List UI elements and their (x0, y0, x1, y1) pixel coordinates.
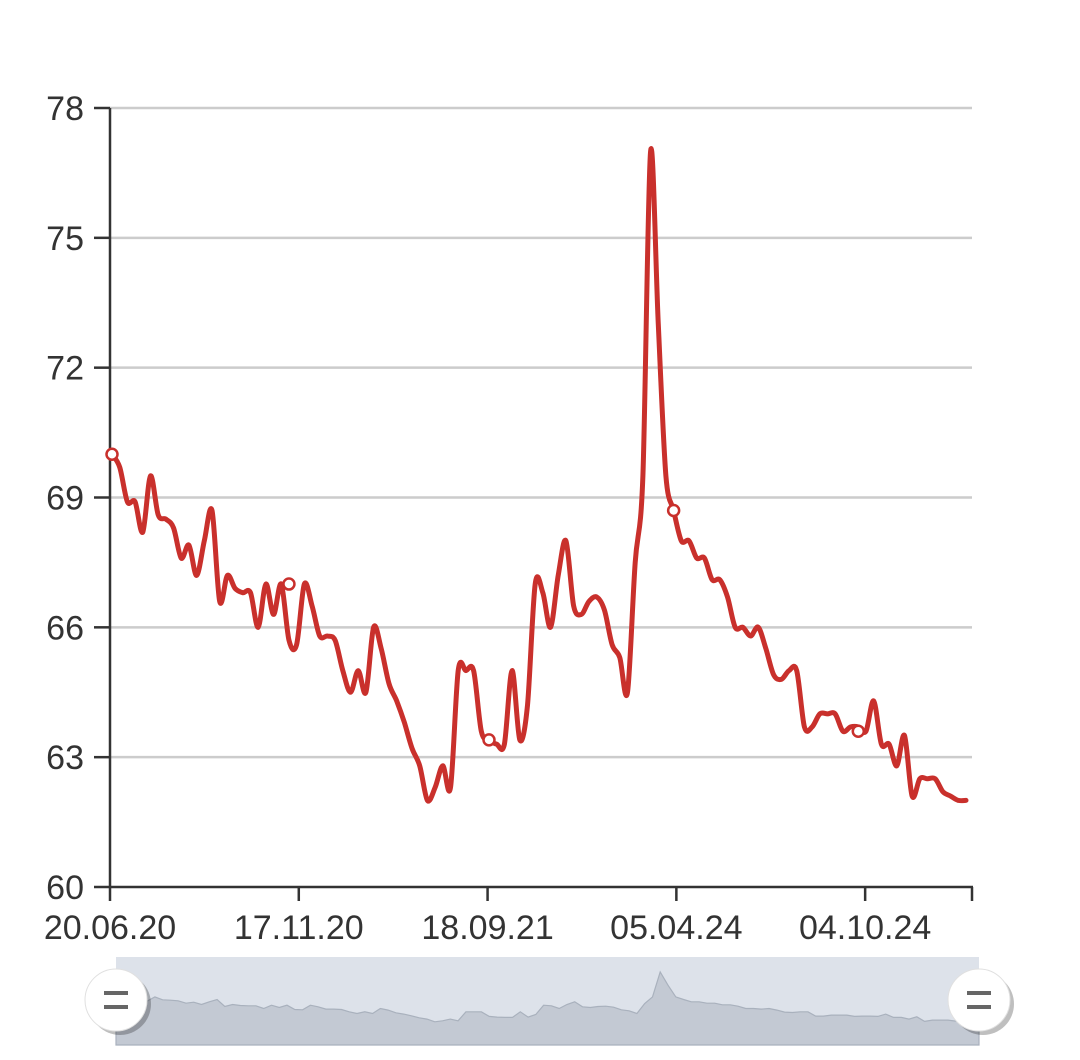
grip-icon (967, 991, 991, 995)
grip-icon (967, 1005, 991, 1009)
series-line (109, 146, 969, 804)
data-point-marker[interactable] (282, 577, 296, 591)
y-tick-label: 66 (46, 609, 84, 647)
axes (94, 106, 974, 901)
y-tick-label: 69 (46, 480, 84, 518)
y-tick-label: 78 (46, 90, 84, 128)
x-tick-label: 04.10.24 (799, 909, 931, 947)
data-point-marker[interactable] (482, 733, 496, 747)
navigator-series-area (115, 970, 980, 1046)
navigator-right-handle-knob[interactable] (947, 968, 1011, 1032)
y-tick-label: 75 (46, 220, 84, 258)
y-tick-label: 63 (46, 739, 84, 777)
navigator-left-handle[interactable] (84, 968, 151, 1035)
data-point-marker[interactable] (851, 724, 866, 738)
navigator-left-handle-knob[interactable] (84, 968, 148, 1032)
navigator-right-handle[interactable] (947, 968, 1014, 1035)
y-axis-tick-labels: 60 63 66 69 72 75 78 (46, 90, 84, 907)
x-tick-label: 17.11.20 (234, 909, 364, 947)
grip-icon (104, 991, 128, 995)
series-markers (105, 447, 866, 747)
x-axis-tick-labels: 20.06.20 17.11.20 18.09.21 05.04.24 04.10.24 (44, 909, 932, 947)
y-tick-label: 60 (46, 869, 84, 907)
data-point-marker[interactable] (666, 503, 681, 518)
x-tick-label: 05.04.24 (610, 909, 742, 947)
x-tick-label: 18.09.21 (421, 909, 553, 947)
grid-lines (110, 106, 972, 759)
data-point-marker[interactable] (105, 447, 119, 461)
navigator-area-path (115, 970, 980, 1046)
range-navigator[interactable] (84, 957, 1014, 1046)
y-tick-label: 72 (46, 350, 84, 388)
grip-icon (104, 1005, 128, 1009)
x-tick-label: 20.06.20 (44, 909, 176, 947)
series-line-path (109, 146, 969, 804)
